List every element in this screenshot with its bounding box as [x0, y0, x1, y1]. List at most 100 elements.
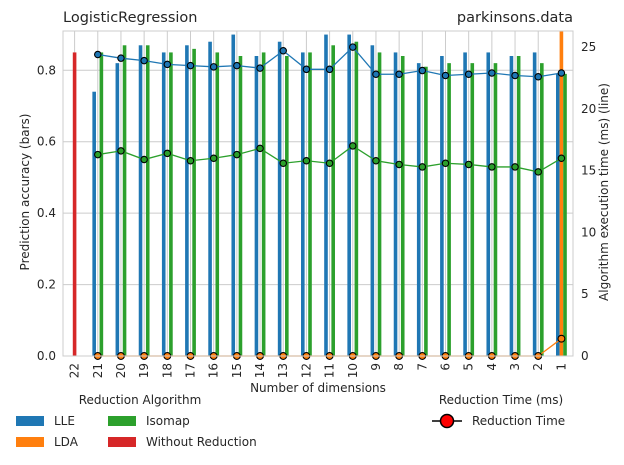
point-lle-10	[349, 43, 357, 51]
bar-isomap-14	[261, 52, 266, 357]
bar-lle-5	[463, 52, 467, 357]
legend-label-without-reduction: Without Reduction	[146, 435, 257, 449]
point-isomap-20	[117, 147, 125, 155]
legend-label-lle: LLE	[54, 414, 75, 428]
x-tick-label: 17	[184, 363, 198, 378]
y-tick-left-label: 0.8	[37, 63, 56, 77]
point-isomap-15	[233, 150, 241, 159]
bar-lda-1	[559, 31, 564, 356]
bar-without-reduction-22	[72, 52, 77, 357]
bar-isomap-19	[145, 45, 150, 357]
chart-title-right: parkinsons.data	[457, 10, 573, 26]
y-tick-left-label: 0.2	[37, 278, 56, 292]
legend-reduction-algorithm: Reduction Algorithm LLE Isomap LDA Without …	[16, 393, 257, 449]
bar-lle-8	[393, 52, 398, 357]
x-tick-label: 22	[68, 363, 82, 378]
point-lle-16	[209, 63, 218, 71]
y-tick-right-label: 10	[581, 225, 596, 239]
bars	[72, 31, 567, 357]
bar-lle-6	[440, 56, 444, 356]
y-tick-left-label: 0.4	[37, 206, 56, 220]
bar-isomap-16	[215, 52, 220, 357]
bar-lle-17	[185, 45, 189, 357]
bar-lle-14	[254, 56, 259, 356]
x-tick-label: 7	[415, 363, 429, 371]
point-lle-4	[488, 69, 496, 77]
bar-lle-18	[161, 52, 166, 357]
legend-right-title: Reduction Time (ms)	[439, 393, 563, 407]
bar-lle-21	[92, 91, 96, 356]
x-tick-label: 2	[531, 363, 545, 371]
bar-lle-1	[556, 73, 560, 356]
plot-frame	[62, 30, 574, 357]
x-tick-label: 10	[346, 363, 360, 378]
x-tick-label: 4	[485, 363, 499, 371]
point-lle-15	[233, 61, 241, 70]
bar-lle-19	[138, 45, 143, 357]
point-lle-2	[534, 72, 542, 81]
point-isomap-10	[349, 142, 357, 150]
bar-isomap-18	[169, 52, 173, 357]
bar-lle-11	[324, 34, 328, 356]
bar-isomap-20	[122, 45, 127, 357]
x-tick-label: 1	[554, 363, 568, 371]
y-tick-left-label: 0.6	[37, 135, 56, 149]
bar-lle-10	[347, 34, 351, 356]
bar-lle-4	[486, 52, 491, 357]
point-isomap-5	[464, 160, 473, 169]
x-tick-label: 15	[230, 363, 244, 378]
x-tick-label: 5	[462, 363, 476, 371]
x-tick-label: 20	[114, 363, 128, 378]
y-tick-right-label: 20	[581, 102, 596, 116]
bar-isomap-12	[308, 52, 312, 357]
y-tick-right-label: 0	[581, 349, 589, 363]
point-isomap-13	[279, 159, 287, 167]
point-lle-20	[117, 54, 125, 62]
legend-left-title: Reduction Algorithm	[79, 393, 202, 407]
point-lle-5	[464, 70, 473, 79]
legend-reduction-time: Reduction Time (ms) Reduction Time	[432, 393, 565, 429]
point-isomap-11	[325, 159, 334, 167]
x-axis-label: Number of dimensions	[250, 381, 386, 395]
point-lle-17	[186, 61, 195, 70]
point-isomap-9	[372, 157, 380, 165]
bar-isomap-5	[470, 63, 475, 357]
point-lda-1	[557, 334, 566, 343]
point-isomap-1	[557, 154, 566, 163]
bar-isomap-8	[400, 56, 405, 356]
x-tick-label: 18	[160, 363, 174, 378]
x-tick-label: 12	[299, 363, 313, 378]
bar-isomap-21	[99, 52, 104, 357]
point-isomap-2	[534, 168, 542, 176]
bar-isomap-17	[192, 48, 196, 356]
point-lle-18	[163, 60, 172, 69]
y-tick-right-label: 5	[581, 287, 589, 301]
x-tick-label: 14	[253, 363, 267, 378]
legend-swatch-lda	[16, 437, 44, 447]
legend-label-isomap: Isomap	[146, 414, 190, 428]
y-tick-right-label: 25	[581, 40, 596, 54]
point-isomap-12	[302, 157, 311, 165]
x-tick-label: 21	[91, 363, 105, 378]
point-isomap-3	[511, 163, 519, 171]
point-lle-19	[140, 56, 148, 65]
point-isomap-21	[94, 150, 102, 159]
bar-lle-12	[301, 52, 305, 357]
point-isomap-14	[256, 144, 264, 153]
point-lle-3	[511, 71, 519, 80]
y-axis-label-left: Prediction accuracy (bars)	[18, 114, 32, 271]
point-lle-1	[557, 69, 566, 77]
x-tick-label: 11	[323, 363, 337, 378]
x-tick-label: 16	[207, 363, 221, 378]
y-axis-label-right: Algorithm execution time (ms) (line)	[597, 83, 611, 301]
x-tick-label: 19	[137, 363, 151, 378]
point-lle-13	[279, 47, 287, 55]
point-isomap-17	[186, 157, 195, 165]
point-lle-7	[418, 66, 427, 75]
bar-isomap-11	[331, 45, 335, 357]
point-isomap-19	[140, 155, 148, 164]
bar-isomap-6	[447, 63, 451, 357]
x-tick-label: 13	[276, 363, 290, 378]
legend-reduction-time-label: Reduction Time	[472, 414, 565, 428]
